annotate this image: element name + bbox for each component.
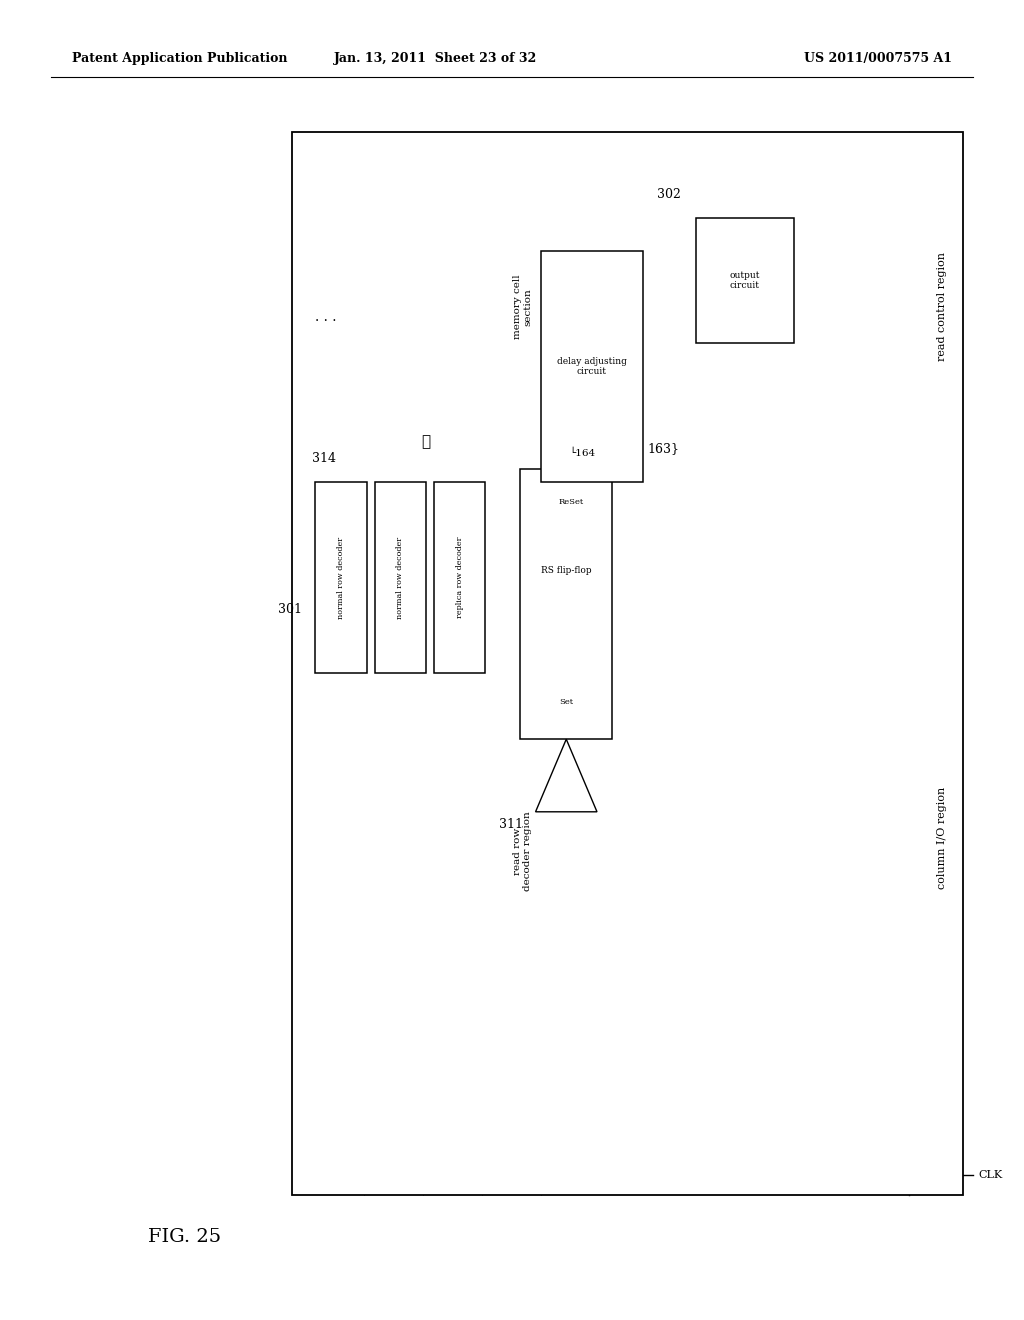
Text: 301: 301 bbox=[279, 603, 302, 616]
Text: output
circuit: output circuit bbox=[730, 271, 760, 290]
Bar bbox=[315, 482, 367, 673]
Bar bbox=[375, 482, 426, 673]
Text: US 2011/0007575 A1: US 2011/0007575 A1 bbox=[804, 51, 952, 65]
Text: ReSet: ReSet bbox=[559, 498, 584, 506]
Text: delay adjusting
circuit: delay adjusting circuit bbox=[557, 356, 627, 376]
Text: normal row decoder: normal row decoder bbox=[396, 536, 404, 619]
Text: ⋮: ⋮ bbox=[422, 436, 430, 449]
Text: 163}: 163} bbox=[647, 442, 679, 455]
Text: read row
decoder region: read row decoder region bbox=[513, 812, 531, 891]
Text: normal row decoder: normal row decoder bbox=[337, 536, 345, 619]
Text: replica row decoder: replica row decoder bbox=[456, 537, 464, 618]
Text: CLK: CLK bbox=[978, 1170, 1002, 1180]
Text: read control region: read control region bbox=[937, 252, 947, 362]
Text: . . .: . . . bbox=[315, 310, 336, 323]
Text: └164: └164 bbox=[569, 449, 596, 458]
Text: column I/O region: column I/O region bbox=[937, 787, 947, 890]
Text: FIG. 25: FIG. 25 bbox=[148, 1228, 221, 1246]
Bar bbox=[541, 251, 643, 482]
Bar bbox=[292, 132, 963, 1195]
Text: 302: 302 bbox=[657, 187, 681, 201]
Text: 314: 314 bbox=[312, 451, 336, 465]
Bar bbox=[520, 469, 612, 739]
Text: Set: Set bbox=[559, 698, 573, 706]
Text: Patent Application Publication: Patent Application Publication bbox=[72, 51, 287, 65]
Text: RS flip-flop: RS flip-flop bbox=[541, 566, 592, 576]
Bar bbox=[434, 482, 485, 673]
Text: 311: 311 bbox=[500, 818, 523, 832]
Text: Jan. 13, 2011  Sheet 23 of 32: Jan. 13, 2011 Sheet 23 of 32 bbox=[334, 51, 537, 65]
Text: memory cell
section: memory cell section bbox=[513, 275, 531, 339]
Bar bbox=[696, 218, 794, 343]
